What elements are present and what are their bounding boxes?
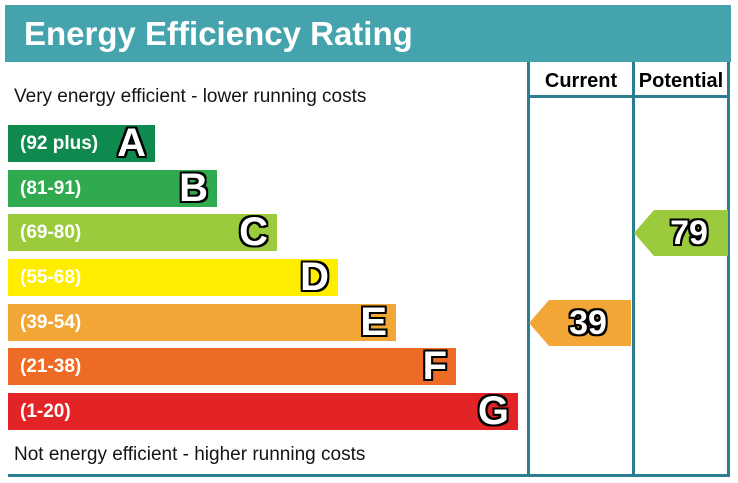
band-letter: F	[422, 344, 447, 388]
band-c: (69-80) C	[8, 210, 277, 254]
band-range-label: (1-20)	[20, 400, 71, 422]
potential-rating-arrow-value: 79	[670, 213, 708, 252]
band-range-label: (39-54)	[20, 311, 82, 333]
band-g: (1-20) G	[8, 389, 518, 433]
page-title: Energy Efficiency Rating	[24, 14, 413, 52]
band-range-label: (21-38)	[20, 355, 82, 377]
band-letter: C	[239, 210, 268, 254]
column-header-potential: Potential	[638, 70, 724, 92]
band-e: (39-54) E	[8, 300, 396, 344]
caption-not-efficient: Not energy efficient - higher running co…	[14, 444, 366, 465]
band-letter: E	[360, 300, 387, 344]
band-letter: G	[477, 389, 509, 433]
column-header-current: Current	[544, 70, 618, 92]
potential-rating-arrow: 79	[634, 210, 728, 256]
band-a: (92 plus) A	[8, 121, 155, 165]
band-range-label: (92 plus)	[20, 132, 99, 154]
potential-column-left-border	[632, 62, 635, 477]
band-range-label: (69-80)	[20, 221, 82, 243]
chart-right-border	[727, 62, 730, 477]
band-b: (81-91) B	[8, 166, 217, 210]
chart-title-bar: Energy Efficiency Rating	[5, 5, 731, 62]
current-column-left-border	[527, 62, 530, 477]
band-letter: B	[179, 166, 208, 210]
header-underline	[527, 95, 730, 98]
band-letter: A	[117, 121, 146, 165]
caption-very-efficient: Very energy efficient - lower running co…	[14, 86, 367, 107]
current-rating-arrow: 39	[529, 300, 631, 346]
current-rating-arrow-value: 39	[569, 303, 607, 342]
band-d: (55-68) D	[8, 255, 338, 299]
band-range-label: (81-91)	[20, 177, 82, 199]
chart-bottom-border	[8, 474, 730, 477]
band-f: (21-38) F	[8, 344, 456, 388]
band-letter: D	[300, 255, 329, 299]
band-range-label: (55-68)	[20, 266, 82, 288]
